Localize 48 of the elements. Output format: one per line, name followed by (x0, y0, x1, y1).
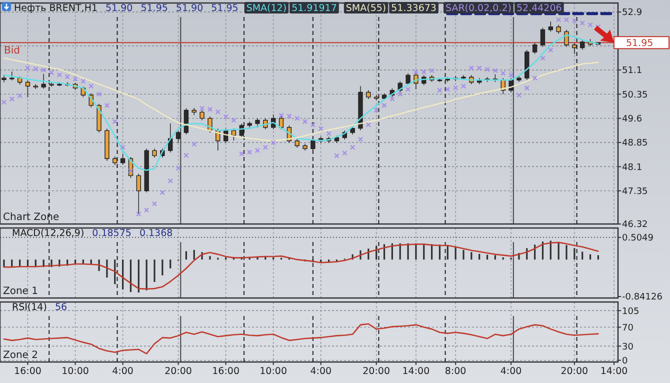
annotation: 51.90 (106, 3, 133, 14)
annotation: Chart Zone (3, 212, 60, 223)
x-tick-label: 16:00 (14, 366, 42, 377)
y-tick-label: 51.1 (622, 66, 642, 76)
y-tick-label: 48.1 (622, 162, 642, 173)
y-tick-label: 50.35 (622, 90, 648, 100)
x-tick-label: 20:00 (560, 366, 588, 377)
y-tick-label: 48.85 (622, 138, 648, 149)
y-tick-label: 52.9 (622, 8, 642, 18)
chart-title: RSI(14) (12, 302, 47, 313)
x-tick-label: 8:00 (444, 366, 466, 377)
x-tick-label: 14:00 (600, 366, 628, 377)
annotation: 51.33673 (391, 3, 436, 14)
text: SMA(12) (246, 3, 287, 14)
annotation: Zone 1 (3, 286, 38, 297)
y-tick-label: 30 (622, 342, 634, 352)
y-tick-label: 105 (622, 306, 640, 317)
x-tick-label: 4:00 (112, 366, 134, 377)
annotation: 51.95 (211, 3, 238, 14)
x-tick-label: 14:00 (402, 366, 430, 377)
annotation: 51.90 (176, 3, 204, 14)
y-tick-label: 0.5049 (622, 234, 654, 244)
annotation: 51.91917 (292, 3, 337, 14)
annotation: Zone 2 (3, 350, 38, 361)
text: SMA(55) (346, 3, 386, 14)
ref-line-label: Bid (4, 46, 20, 57)
annotation: 56 (54, 302, 68, 313)
y-tick-label: 49.6 (622, 114, 642, 124)
text: SAR(0.02,0.2) (445, 3, 512, 14)
x-tick-label: 4:00 (310, 366, 332, 377)
x-tick-label: 20:00 (164, 366, 192, 377)
x-tick-label: 20:00 (362, 366, 390, 377)
x-tick-label: 10:00 (260, 366, 288, 377)
chart-title: Нефть BRENT,H1 (14, 3, 98, 14)
annotation: 0.1368 (139, 228, 173, 239)
y-tick-label: 70 (622, 323, 634, 334)
y-tick-label: 0 (622, 356, 628, 366)
y-tick-label: 46.32 (622, 220, 648, 230)
x-tick-label: 10:00 (62, 366, 89, 377)
y-tick-label: 47.35 (622, 186, 648, 197)
annotation: 0.18575 (92, 228, 132, 239)
x-tick-label: 16:00 (212, 366, 240, 377)
y-tick-label: -0.84126 (622, 292, 663, 303)
text: 51.95 (626, 38, 654, 49)
chart-title: MACD(12,26,9) (12, 228, 84, 239)
annotation: 51.95 (140, 3, 168, 14)
x-tick-label: 4:00 (500, 366, 522, 377)
annotation: 52.44206 (516, 3, 562, 14)
